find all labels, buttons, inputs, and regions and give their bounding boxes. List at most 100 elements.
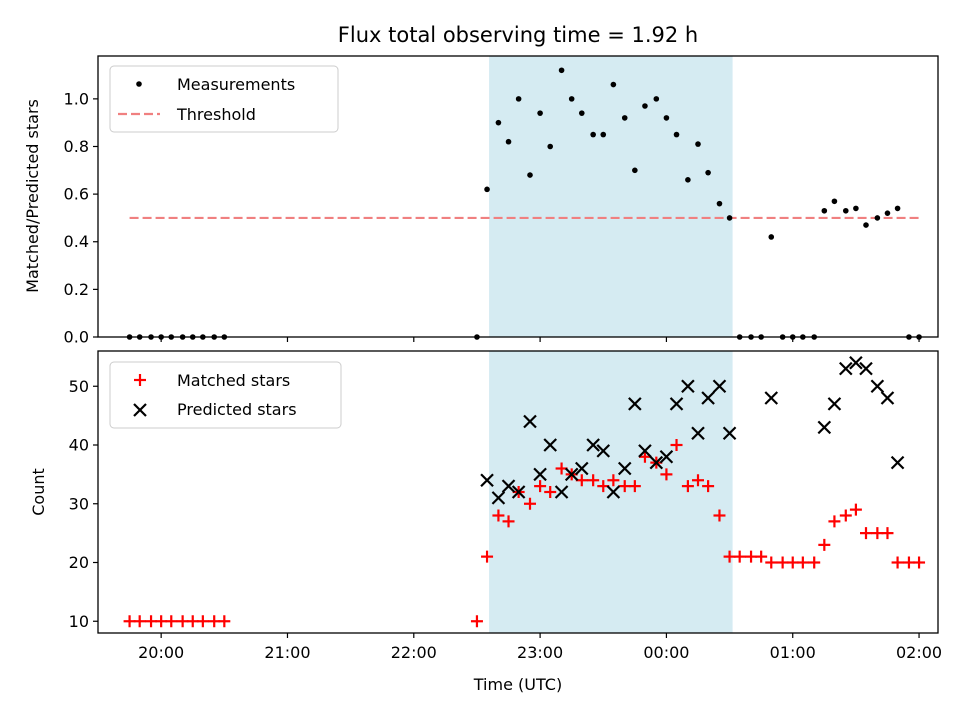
predicted-star-points [480,355,905,505]
matched-star-point [155,615,168,628]
predicted-star-point [839,361,853,376]
predicted-star-point [890,455,905,470]
matched-star-point [492,509,505,522]
x-tick-label: 22:00 [391,643,437,662]
matched-star-point [607,474,620,487]
matched-star-point [133,615,146,628]
bottom-axis-ticks: 10 20 30 40 50 20:00 21:00 22:00 23:00 00:00 01:00… [69,377,942,662]
measurement-point [621,115,628,121]
predicted-star-point [586,438,600,452]
x-tick-label: 00:00 [643,643,689,662]
predicted-star-point [511,485,526,499]
top-y-tick-label: 0.2 [64,280,89,299]
matched-star-point [524,497,536,510]
matched-star-point [818,538,831,551]
predicted-star-point [543,438,557,452]
legend-marker-matched [134,374,146,386]
matched-star-point [618,480,631,493]
matched-star-point [891,556,904,569]
matched-star-point [745,550,758,563]
measurement-point [527,172,533,178]
matched-star-point [208,615,221,628]
predicted-star-point [827,397,842,411]
bottom-y-tick-label: 10 [69,612,89,631]
legend-label-measurements: Measurements [177,75,295,94]
measurement-point [495,119,502,126]
matched-star-point [628,480,641,493]
bottom-legend: Matched stars Predicted stars [109,361,342,429]
measurement-point [558,67,565,74]
legend-marker-measurements [136,81,142,87]
measurement-point [568,96,575,102]
matched-star-point [470,615,483,628]
measurement-point [894,205,901,212]
matched-star-point [681,480,694,493]
predicted-star-point [649,455,664,470]
legend-label-predicted: Predicted stars [177,400,297,419]
measurement-point [484,186,490,193]
measurement-point [653,96,660,102]
matched-star-point [713,509,726,522]
predicted-star-point [606,485,621,499]
matched-star-point [196,615,209,628]
measurement-point [831,198,838,205]
matched-star-point [692,474,704,487]
predicted-star-point [691,426,705,441]
bottom-y-tick-label: 40 [69,436,89,455]
bottom-axes-frame [97,350,939,634]
matched-star-point [670,439,683,451]
measurement-point [590,131,596,138]
predicted-star-point [480,473,494,488]
measurement-points [126,67,922,340]
predicted-star-point [617,461,632,476]
legend-label-threshold: Threshold [176,105,256,124]
matched-star-point [660,468,673,481]
matched-star-point [638,450,651,463]
predicted-star-point [859,361,873,376]
measurement-point [578,110,585,116]
predicted-star-point [722,426,737,441]
bottom-legend-box [109,361,342,429]
measurement-point [726,215,733,221]
predicted-star-point [681,379,695,394]
measurement-point [884,210,891,216]
matched-star-point [786,556,799,569]
matched-star-point [860,527,872,540]
predicted-star-point [817,420,832,435]
predicted-star-point [849,355,863,370]
bottom-y-tick-label: 20 [69,553,89,572]
measurement-point [842,207,849,214]
measurement-point [716,200,723,207]
measurement-point [610,81,617,88]
matched-star-point [502,515,515,528]
measurement-point [874,215,881,221]
matched-star-point [218,615,231,628]
matched-star-point [871,527,884,540]
predicted-star-point [523,414,537,429]
top-y-tick-label: 0.6 [64,185,89,204]
measurement-point [642,103,648,109]
top-legend: Measurements Threshold [109,65,339,133]
measurement-point [600,131,607,138]
predicted-star-point [880,391,895,405]
top-axis-ticks: 0.0 0.2 0.4 0.6 0.8 1.0 [64,89,920,347]
measurement-point [821,207,828,214]
x-tick-label: 20:00 [138,643,184,662]
bottom-y-axis-label: Count [29,468,48,516]
matched-star-point [145,615,158,628]
matched-star-point [587,474,600,487]
measurement-point [663,115,670,121]
top-legend-box [109,65,339,133]
predicted-star-point [712,379,727,394]
x-tick-label: 23:00 [517,643,563,662]
matched-star-point [755,550,768,563]
predicted-star-point [669,397,684,411]
matched-star-point [796,556,809,569]
top-y-tick-label: 0.4 [64,232,89,251]
measurement-point [853,205,859,212]
bottom-y-tick-label: 50 [69,377,89,396]
predicted-star-point [870,379,885,394]
predicted-star-point [596,444,611,458]
measurement-point [863,222,869,228]
